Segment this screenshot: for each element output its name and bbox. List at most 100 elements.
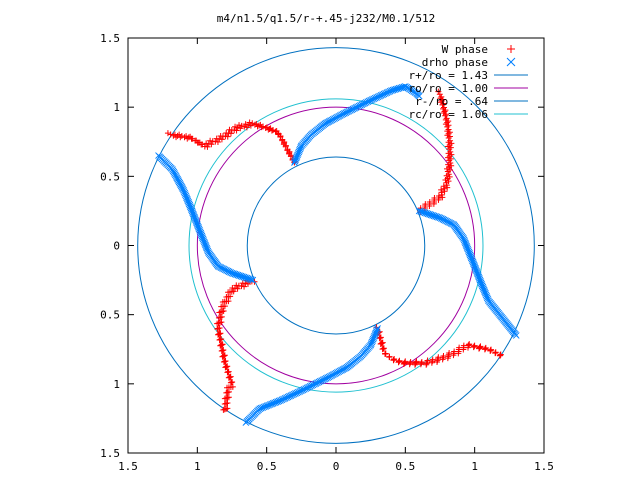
data-point [224, 405, 231, 412]
data-point [204, 143, 211, 150]
data-point [222, 358, 229, 365]
data-point [445, 154, 452, 161]
y-tick-label: 1.5 [100, 447, 120, 460]
chart-title: m4/n1.5/q1.5/r-+.45-j232/M0.1/512 [217, 12, 436, 25]
data-point [208, 141, 215, 148]
data-point [395, 359, 402, 366]
data-point [260, 123, 267, 130]
data-point [512, 332, 520, 339]
data-point [214, 139, 221, 146]
data-point [411, 361, 418, 368]
data-point [238, 122, 245, 129]
ref-circle-1 [196, 106, 476, 385]
data-point [443, 165, 450, 172]
data-point [176, 131, 183, 138]
y-tick-label: 0.5 [100, 170, 120, 183]
data-point [382, 350, 389, 357]
x-tick-label: 1 [471, 460, 478, 473]
data-point [390, 357, 397, 364]
data-point [475, 345, 482, 352]
data-point [439, 101, 446, 108]
axis-ticks: 1.5 1 0.5 0 0.5 1 1.51.510.500.511.5 [100, 32, 554, 473]
data-point [415, 92, 423, 100]
data-point [436, 91, 443, 98]
data-point [443, 172, 450, 179]
data-point [183, 133, 190, 140]
data-point [244, 280, 251, 287]
data-point [441, 188, 448, 195]
data-point [437, 95, 444, 102]
data-point [442, 121, 449, 128]
data-point [220, 347, 227, 354]
data-point [434, 358, 441, 365]
x-tick-label: 1 [194, 460, 201, 473]
data-point [440, 104, 447, 111]
legend-label: ro/ro = 1.00 [409, 82, 488, 95]
data-point [444, 168, 451, 175]
data-point [377, 334, 384, 341]
data-point [229, 383, 236, 390]
data-point [492, 350, 499, 357]
data-point [446, 157, 453, 164]
legend-swatch [506, 57, 516, 67]
data-point [406, 361, 413, 368]
data-point [379, 339, 386, 346]
data-point [428, 359, 435, 366]
data-series [155, 83, 520, 426]
data-point [442, 176, 449, 183]
data-point [217, 330, 224, 337]
data-point [439, 194, 446, 201]
data-point [437, 99, 444, 106]
data-point [218, 336, 225, 343]
data-point [224, 400, 231, 407]
data-point [234, 285, 241, 292]
data-point [229, 378, 236, 385]
data-point [155, 152, 162, 159]
data-point [255, 122, 262, 129]
y-tick-label: 0 [113, 240, 120, 253]
ref-circle-3 [188, 98, 484, 393]
data-point [487, 347, 494, 354]
data-point [417, 361, 424, 368]
x-tick-label: 1.5 [534, 460, 554, 473]
data-point [233, 127, 240, 134]
data-point [236, 122, 243, 129]
data-point [251, 121, 258, 128]
data-point [224, 133, 231, 140]
legend-label: drho phase [422, 56, 488, 69]
data-point [445, 150, 452, 157]
y-tick-label: 1 [113, 378, 120, 391]
x-tick-label: 0.5 [257, 460, 277, 473]
data-point [435, 88, 442, 95]
x-tick-label: 0 [333, 460, 340, 473]
x-tick-label: 0.5 [395, 460, 415, 473]
data-point [444, 132, 451, 139]
data-point [164, 130, 171, 137]
legend-label: r+/ro = 1.43 [409, 69, 488, 82]
data-point [400, 360, 407, 367]
y-tick-label: 1 [113, 101, 120, 114]
data-point [225, 394, 232, 401]
data-point [470, 344, 477, 351]
y-tick-label: 0.5 [100, 309, 120, 322]
data-point [241, 283, 248, 290]
reference-circles [137, 47, 535, 444]
legend-label: rc/ro = 1.06 [409, 108, 488, 121]
data-point [386, 354, 393, 361]
data-point [242, 419, 250, 426]
data-point [438, 97, 445, 104]
data-point [218, 319, 225, 326]
y-tick-label: 1.5 [100, 32, 120, 45]
data-point [185, 134, 192, 141]
series-1 [155, 83, 520, 426]
data-point [230, 288, 237, 295]
data-point [445, 139, 452, 146]
data-point [444, 184, 451, 191]
ref-circle-0 [137, 47, 535, 444]
data-point [220, 308, 227, 315]
data-point [218, 313, 225, 320]
ref-circle-2 [246, 156, 426, 335]
data-point [246, 119, 253, 126]
